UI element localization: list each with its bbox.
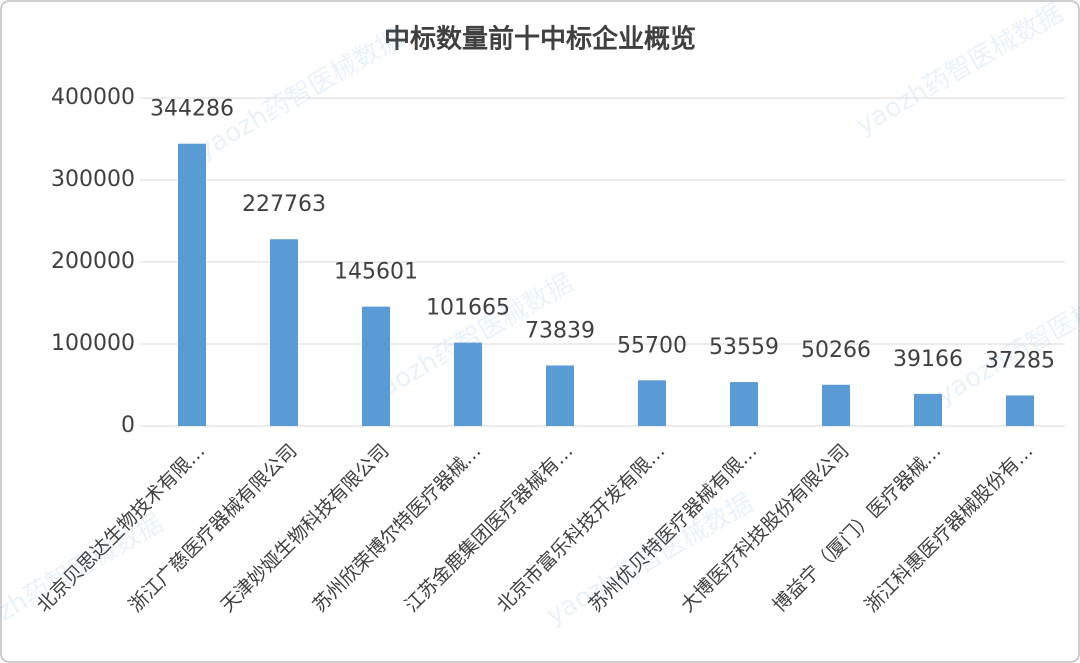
value-label: 55700 <box>617 333 687 358</box>
y-tick-label: 100000 <box>51 331 135 356</box>
y-tick-label: 0 <box>121 413 135 438</box>
y-tick-label: 200000 <box>51 249 135 274</box>
value-label: 344286 <box>150 97 234 122</box>
bar <box>178 143 206 426</box>
bar <box>546 365 574 426</box>
y-tick-label: 400000 <box>51 85 135 110</box>
bar <box>1006 395 1034 426</box>
y-tick-label: 300000 <box>51 167 135 192</box>
bar <box>730 382 758 426</box>
value-label: 53559 <box>709 335 779 360</box>
bar <box>270 239 298 426</box>
chart-title: 中标数量前十中标企业概览 <box>384 24 696 55</box>
value-label: 73839 <box>525 318 595 343</box>
value-label: 101665 <box>426 296 510 321</box>
bar <box>454 342 482 426</box>
bar <box>362 306 390 426</box>
bar <box>914 393 942 426</box>
value-label: 37285 <box>985 348 1055 373</box>
value-label: 145601 <box>334 260 418 285</box>
bar <box>638 380 666 426</box>
value-label: 39166 <box>893 347 963 372</box>
bar <box>822 384 850 426</box>
value-label: 227763 <box>242 192 326 217</box>
value-label: 50266 <box>801 338 871 363</box>
